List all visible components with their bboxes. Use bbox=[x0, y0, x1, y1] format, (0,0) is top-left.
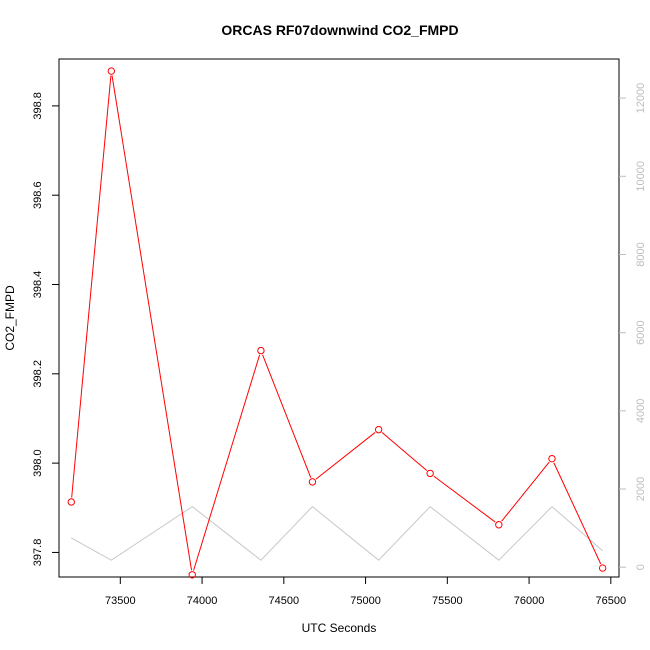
y2-tick-label: 6000 bbox=[635, 320, 647, 344]
data-point bbox=[107, 67, 116, 75]
series-line-segment bbox=[315, 432, 376, 480]
y-tick-label: 398.0 bbox=[32, 449, 44, 477]
y2-tick-label: 2000 bbox=[635, 477, 647, 501]
y2-tick-label: 8000 bbox=[635, 242, 647, 266]
y2-axis: 0 2000 4000 6000 8000 10000 12000 bbox=[619, 83, 647, 570]
y-tick-label: 398.2 bbox=[32, 360, 44, 388]
series-line-segment bbox=[553, 462, 602, 565]
series-line-segment bbox=[501, 461, 550, 522]
y-tick-label: 397.8 bbox=[32, 539, 44, 567]
series-layer bbox=[67, 67, 607, 579]
data-point bbox=[308, 478, 317, 486]
series-line bbox=[71, 505, 603, 561]
plot-frame bbox=[58, 58, 620, 578]
data-point bbox=[426, 469, 434, 478]
y2-tick-label: 4000 bbox=[635, 399, 647, 423]
data-point bbox=[598, 564, 607, 572]
x-axis-label: UTC Seconds bbox=[302, 621, 377, 635]
y-tick-label: 398.6 bbox=[32, 181, 44, 209]
x-tick-label: 76500 bbox=[596, 595, 627, 607]
x-tick-label: 73500 bbox=[105, 595, 136, 607]
data-point bbox=[495, 521, 503, 529]
chart-title: ORCAS RF07downwind CO2_FMPD bbox=[221, 22, 458, 38]
x-tick-label: 76000 bbox=[514, 595, 545, 607]
data-point bbox=[257, 346, 265, 355]
y2-tick-label: 12000 bbox=[635, 83, 647, 114]
series-line-segment bbox=[381, 432, 428, 471]
x-axis: 73500 74000 74500 75000 75500 76000 76500 bbox=[105, 577, 626, 607]
y2-tick-label: 10000 bbox=[635, 161, 647, 192]
x-tick-label: 74500 bbox=[269, 595, 300, 607]
series-line-segment bbox=[111, 75, 193, 571]
series-line-segment bbox=[71, 75, 112, 498]
data-point bbox=[548, 454, 556, 463]
series-line-segment bbox=[193, 354, 261, 571]
y-tick-label: 398.8 bbox=[32, 92, 44, 120]
y-tick-label: 398.4 bbox=[32, 271, 44, 299]
x-tick-label: 75000 bbox=[350, 595, 381, 607]
data-point bbox=[188, 571, 196, 579]
y2-tick-label: 0 bbox=[635, 564, 647, 570]
x-tick-label: 75500 bbox=[432, 595, 463, 607]
y-axis: 397.8 398.0 398.2 398.4 398.6 398.8 bbox=[32, 92, 59, 566]
series-line-segment bbox=[433, 475, 496, 523]
y-axis-label: CO2_FMPD bbox=[3, 285, 17, 351]
series-line-segment bbox=[262, 354, 312, 478]
x-tick-label: 74000 bbox=[187, 595, 218, 607]
data-point bbox=[374, 425, 383, 434]
data-point bbox=[67, 498, 75, 506]
